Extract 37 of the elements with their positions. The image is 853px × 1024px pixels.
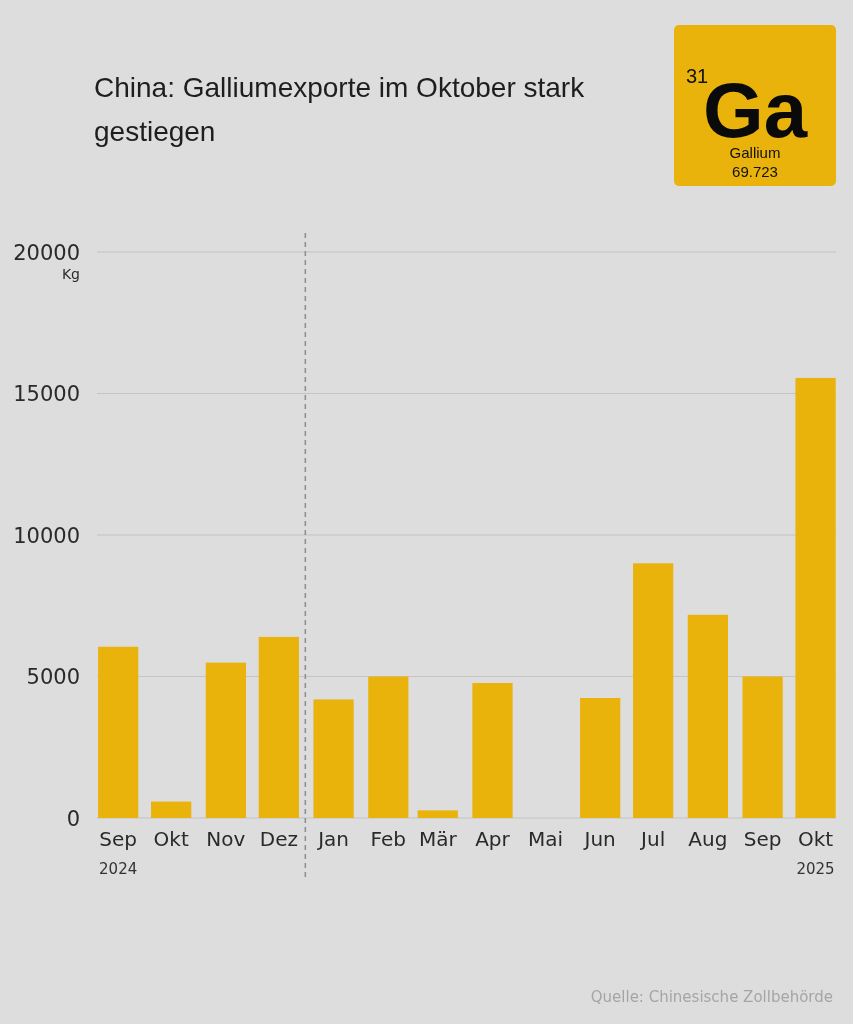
y-tick-label: 15000 — [13, 382, 80, 407]
bar — [205, 662, 246, 818]
bar — [687, 614, 728, 818]
bar — [258, 636, 299, 818]
x-tick-label: Jan — [316, 827, 350, 851]
bar — [151, 801, 192, 818]
x-tick-label: Jun — [582, 827, 616, 851]
x-tick-label: Okt — [153, 827, 189, 851]
text: 2025 — [796, 860, 835, 878]
x-tick-label: Feb — [370, 827, 407, 851]
bar — [633, 563, 674, 818]
x-tick-label: Mai — [527, 827, 563, 851]
y-tick-label: 5000 — [26, 665, 80, 690]
x-tick-label: Dez — [259, 827, 298, 851]
x-tick-label: Nov — [206, 827, 246, 851]
bar — [98, 646, 139, 818]
x-tick-label: Sep — [99, 827, 138, 851]
y-tick-label: 10000 — [13, 523, 80, 548]
bar — [580, 698, 621, 818]
x-tick-label: Sep — [743, 827, 782, 851]
bar — [795, 377, 836, 818]
x-tick-label: Mär — [418, 827, 458, 851]
y-axis-title: Kg — [61, 266, 80, 282]
bar — [313, 699, 354, 818]
chart-title: China: Galliumexporte im Oktober stark gestiegen — [94, 72, 586, 147]
x-tick-label: Apr — [475, 827, 511, 851]
y-tick-label: 20000 — [13, 240, 80, 265]
bar — [368, 676, 409, 818]
x-tick-label: Okt — [797, 827, 834, 851]
bar — [742, 676, 783, 818]
y-tick-label: 0 — [66, 806, 80, 831]
source-note: Quelle: Chinesische Zollbehörde — [590, 988, 833, 1006]
x-tick-label: Jul — [639, 827, 666, 851]
text: 2024 — [99, 860, 138, 878]
x-tick-label: Aug — [688, 827, 728, 851]
bar — [472, 683, 513, 818]
bar — [417, 810, 458, 818]
